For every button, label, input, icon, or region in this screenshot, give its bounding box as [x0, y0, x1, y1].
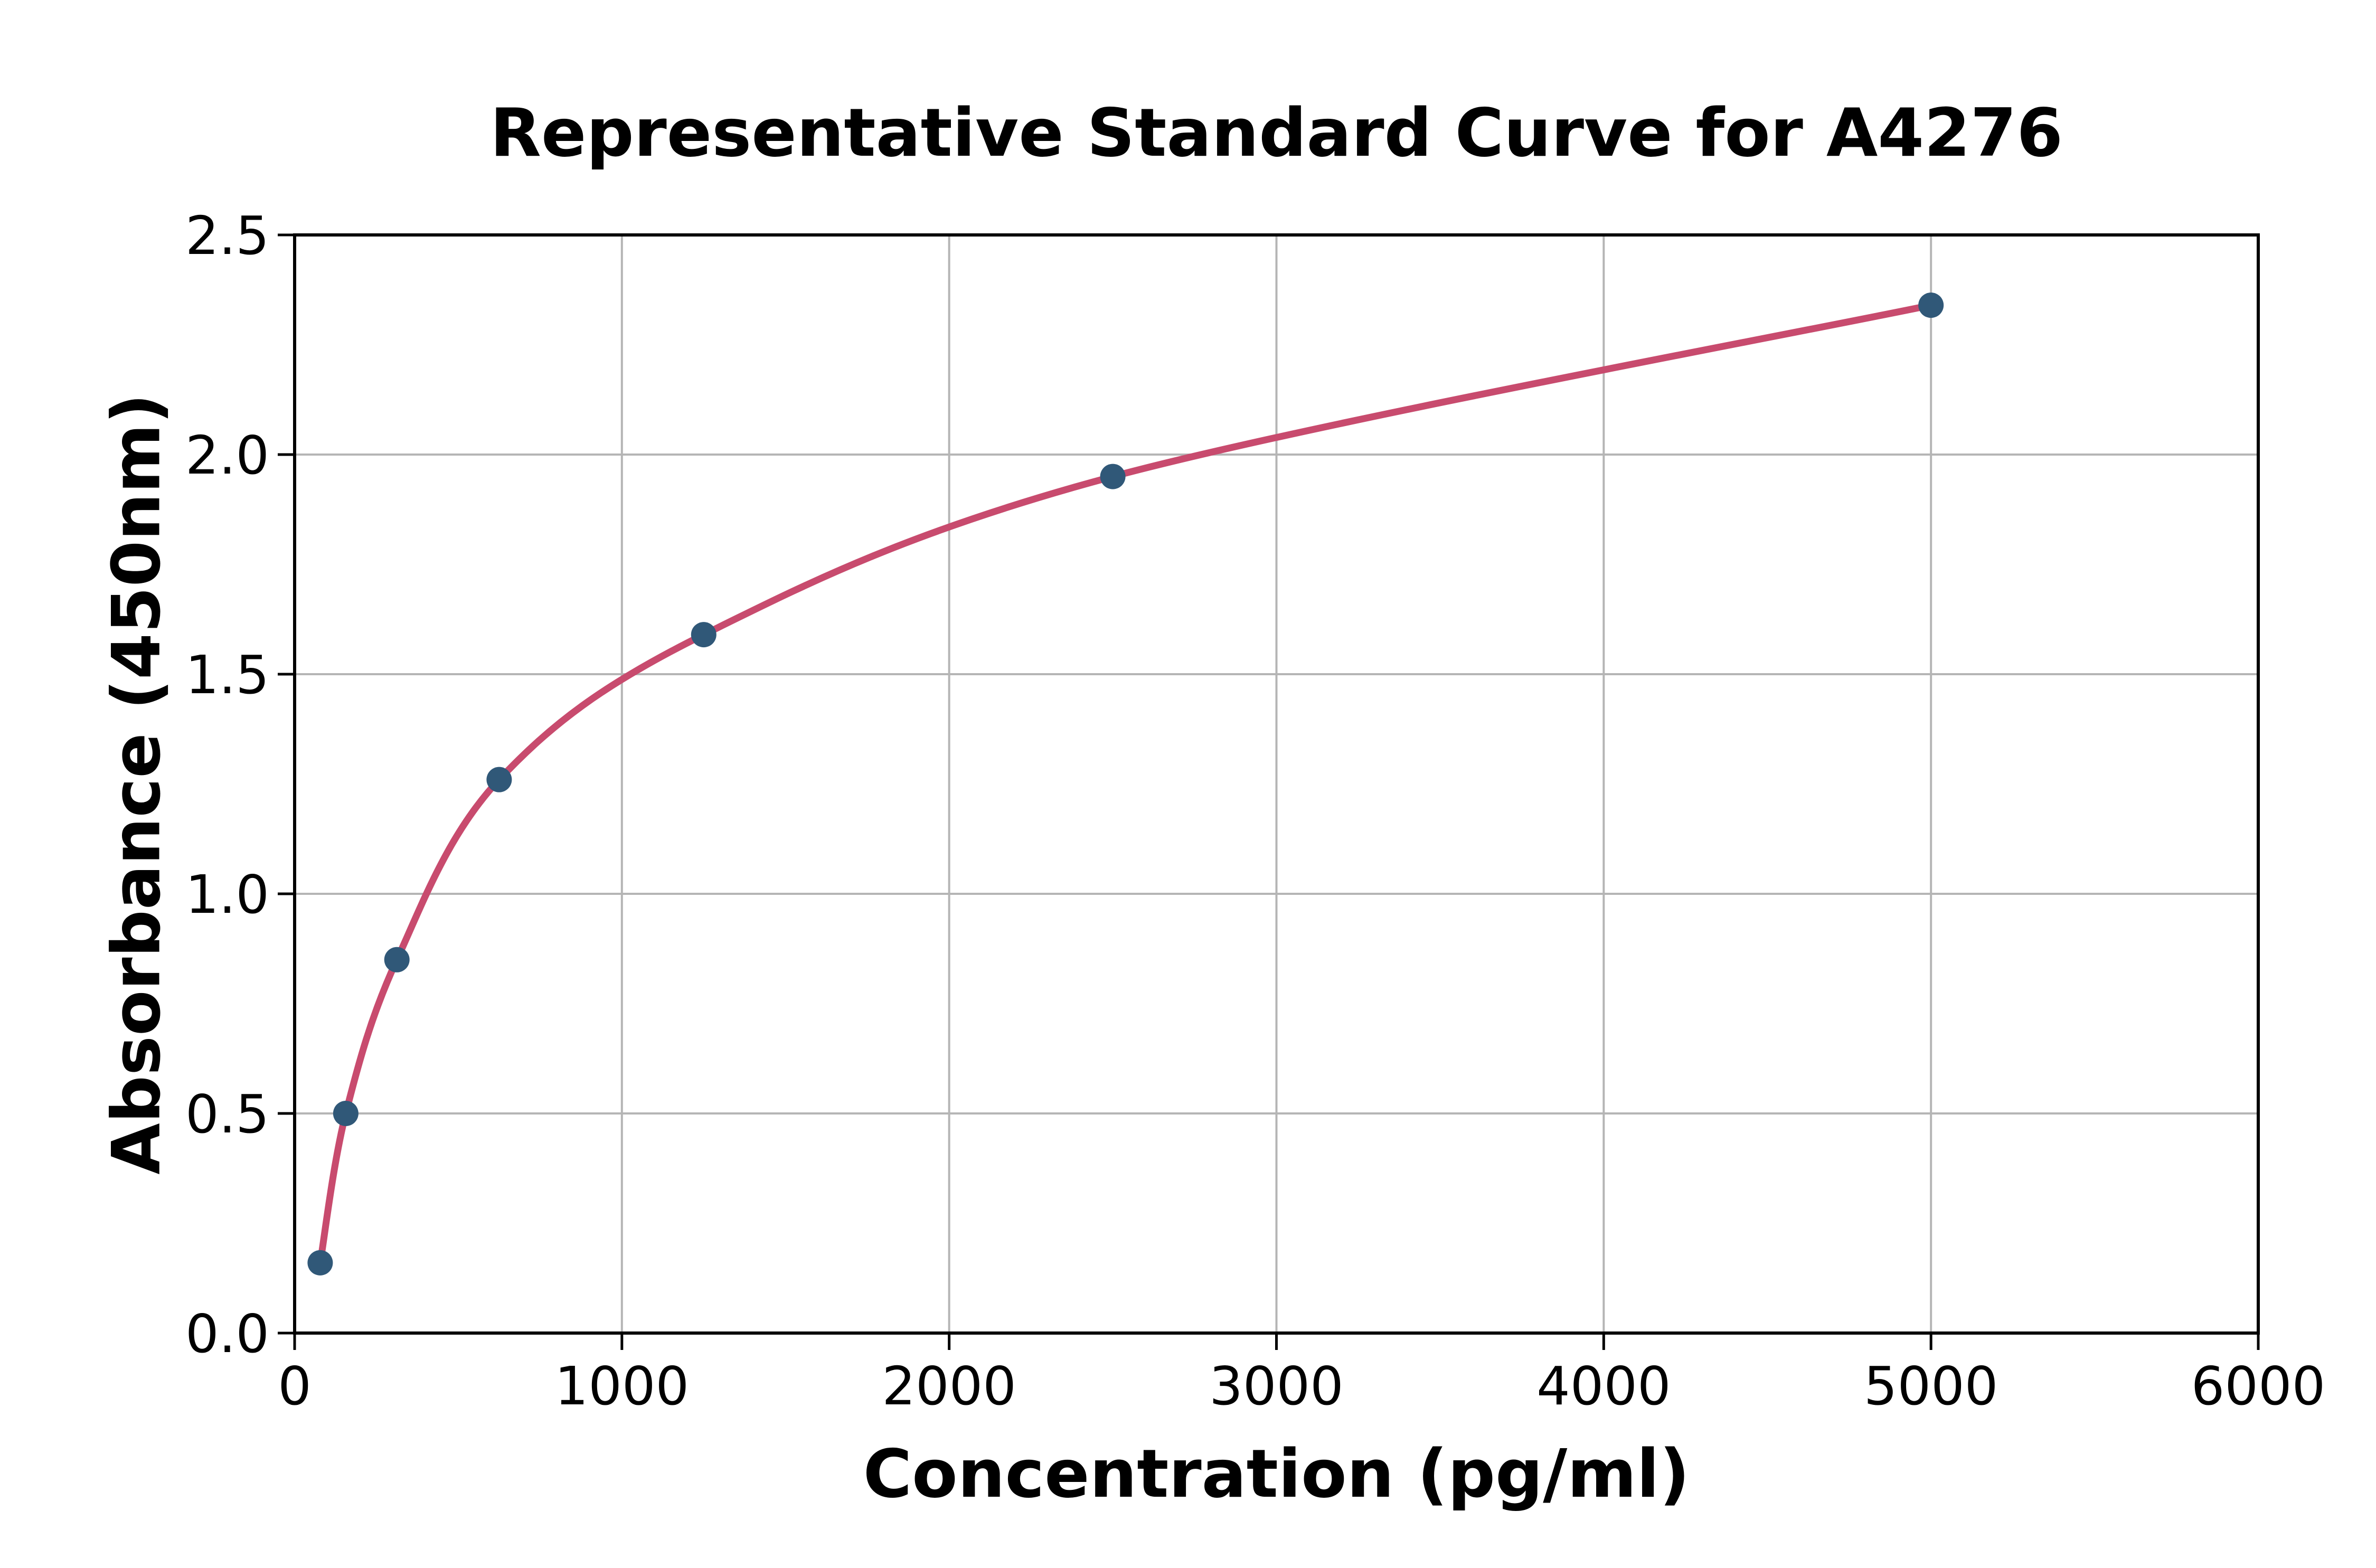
data-point [1918, 292, 1944, 318]
x-tick-label: 3000 [1209, 1355, 1344, 1417]
x-axis-title: Concentration (pg/ml) [863, 1435, 1690, 1513]
data-point [691, 622, 716, 648]
y-tick-label: 2.0 [185, 424, 269, 486]
fitted-curve [316, 301, 1935, 1267]
x-tick-label: 5000 [1864, 1355, 1998, 1417]
data-point [307, 1250, 333, 1276]
y-tick-label: 1.0 [185, 864, 269, 925]
data-point [1100, 464, 1126, 489]
y-tick-label: 0.5 [185, 1083, 269, 1145]
x-tick-label: 0 [278, 1355, 312, 1417]
y-tick-label: 0.0 [185, 1303, 269, 1365]
x-tick-label: 1000 [555, 1355, 690, 1417]
data-point [486, 767, 512, 792]
data-point [384, 947, 410, 972]
plot-frame [293, 233, 2260, 1335]
x-tick-label: 2000 [882, 1355, 1016, 1417]
x-tick-label: 6000 [2191, 1355, 2326, 1417]
y-tick-label: 2.5 [185, 205, 269, 267]
data-point [333, 1101, 359, 1126]
y-tick-label: 1.5 [185, 644, 269, 706]
chart-title: Representative Standard Curve for A4276 [489, 94, 2063, 172]
x-tick-label: 4000 [1536, 1355, 1671, 1417]
